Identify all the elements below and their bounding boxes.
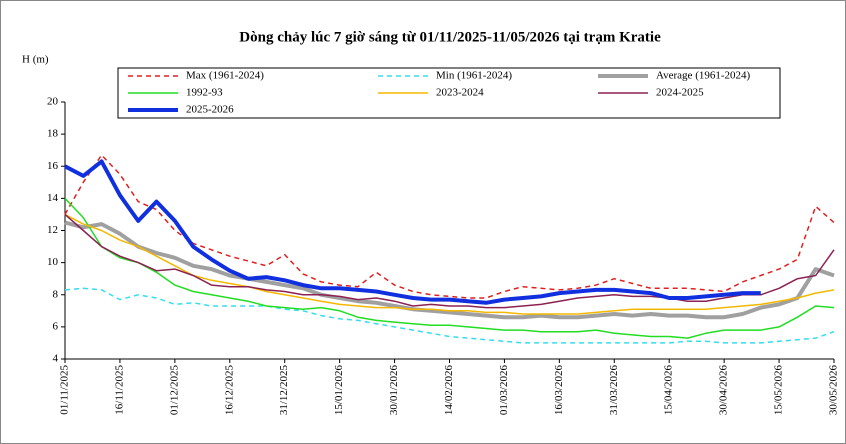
x-tick-label: 30/01/2026 — [388, 365, 400, 416]
legend-label: Min (1961-2024) — [436, 70, 512, 82]
y-tick-label: 18 — [47, 128, 59, 140]
y-tick-label: 20 — [47, 96, 59, 108]
x-tick-label: 15/05/2026 — [773, 365, 785, 416]
series-line — [64, 197, 835, 339]
y-axis-label: H (m) — [22, 54, 49, 66]
series-line — [64, 159, 761, 305]
x-tick-label: 15/01/2026 — [333, 365, 345, 416]
x-tick-label: 30/04/2026 — [718, 365, 730, 416]
y-tick-label: 4 — [53, 353, 59, 365]
x-tick-label: 01/03/2026 — [498, 365, 510, 416]
series-line — [64, 220, 835, 320]
x-tick-label: 30/05/2026 — [828, 365, 840, 416]
legend-box — [117, 67, 781, 119]
y-tick-label: 6 — [53, 320, 59, 332]
legend-label: 2025-2026 — [186, 104, 234, 116]
y-tick-label: 14 — [47, 192, 59, 204]
x-tick-label: 01/11/2025 — [59, 365, 71, 415]
x-tick-label: 15/04/2026 — [663, 365, 675, 416]
y-tick-label: 10 — [47, 256, 59, 268]
x-tick-label: 16/11/2025 — [113, 365, 125, 415]
y-tick-label: 12 — [47, 224, 58, 236]
legend-label: 2024-2025 — [656, 87, 704, 99]
legend-label: Max (1961-2024) — [186, 70, 264, 82]
y-tick-label: 8 — [53, 288, 59, 300]
legend-label: 1992-93 — [186, 87, 223, 99]
x-tick-label: 01/12/2025 — [168, 365, 180, 416]
y-tick-label: 16 — [47, 160, 59, 172]
chart-title: Dòng chảy lúc 7 giờ sáng từ 01/11/2025-1… — [239, 29, 661, 45]
legend-label: 2023-2024 — [436, 87, 484, 99]
x-tick-label: 16/12/2025 — [223, 365, 235, 416]
x-tick-label: 31/12/2025 — [278, 365, 290, 416]
x-tick-label: 16/03/2026 — [553, 365, 565, 416]
x-tick-label: 31/03/2026 — [608, 365, 620, 416]
legend-label: Average (1961-2024) — [656, 70, 751, 82]
series-line — [64, 213, 835, 309]
x-tick-label: 14/02/2026 — [443, 365, 455, 416]
series-line — [64, 287, 835, 344]
